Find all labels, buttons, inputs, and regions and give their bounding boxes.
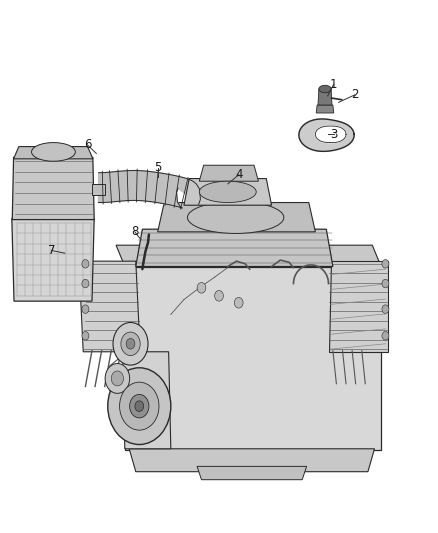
Circle shape [382,260,389,268]
Text: 2: 2 [351,88,359,101]
Circle shape [121,332,140,356]
Circle shape [382,279,389,288]
Polygon shape [92,184,105,195]
Text: 5: 5 [154,161,161,174]
Text: 8: 8 [131,225,138,238]
Polygon shape [125,266,381,450]
Polygon shape [136,229,333,266]
Polygon shape [328,261,388,352]
Polygon shape [123,352,171,449]
Circle shape [82,332,89,340]
Polygon shape [184,179,272,205]
Circle shape [126,338,135,349]
Polygon shape [99,171,201,208]
Circle shape [382,305,389,313]
Polygon shape [199,165,258,181]
Circle shape [105,364,130,393]
Circle shape [108,368,171,445]
Circle shape [120,382,159,430]
Polygon shape [197,466,307,480]
Polygon shape [158,203,315,232]
Text: 3: 3 [330,128,337,141]
Polygon shape [315,126,346,142]
Ellipse shape [187,201,284,233]
Polygon shape [12,219,94,301]
Circle shape [215,290,223,301]
Ellipse shape [32,143,75,161]
Polygon shape [299,119,354,151]
Circle shape [135,401,144,411]
Circle shape [82,260,89,268]
Circle shape [82,305,89,313]
Circle shape [234,297,243,308]
Circle shape [113,322,148,365]
Circle shape [197,282,206,293]
Polygon shape [318,89,332,105]
Polygon shape [12,157,94,220]
Text: 6: 6 [84,139,92,151]
Ellipse shape [319,85,331,93]
Circle shape [82,279,89,288]
Text: 4: 4 [235,168,243,181]
Text: 1: 1 [330,78,338,91]
Polygon shape [14,147,93,159]
Text: 7: 7 [48,244,56,257]
Circle shape [130,394,149,418]
Polygon shape [116,245,381,266]
Circle shape [111,371,124,386]
Polygon shape [79,261,140,352]
Circle shape [382,332,389,340]
Polygon shape [316,105,334,113]
Polygon shape [129,449,374,472]
Ellipse shape [199,181,256,203]
